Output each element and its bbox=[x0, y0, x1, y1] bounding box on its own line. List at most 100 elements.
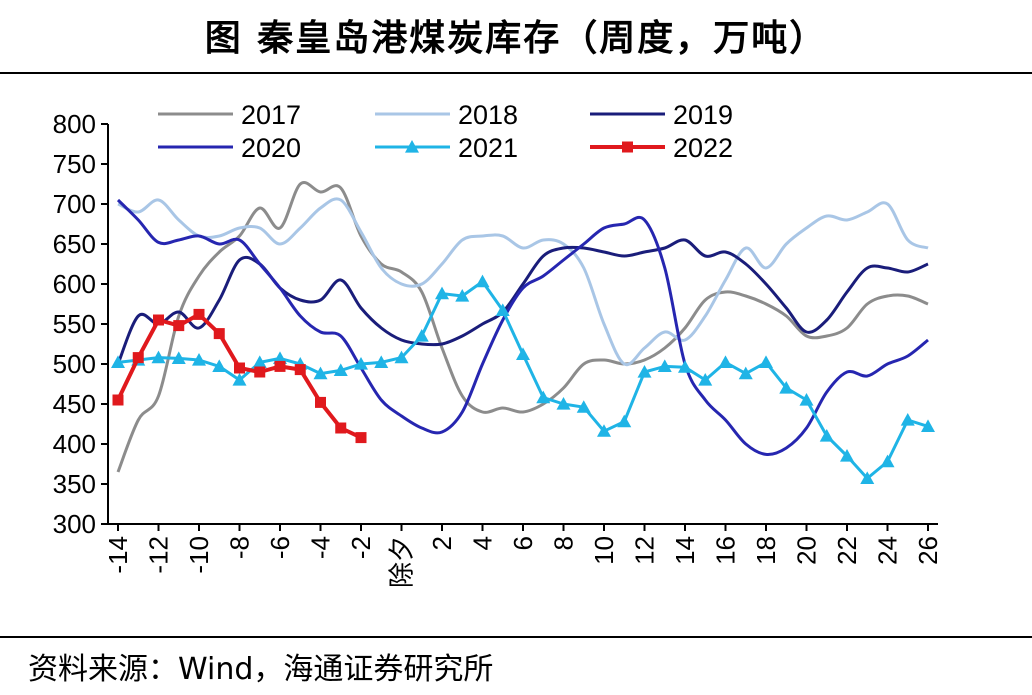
marker-2021--2 bbox=[354, 357, 368, 370]
x-tick-label-4: 4 bbox=[468, 536, 498, 550]
marker-2021-11 bbox=[617, 414, 632, 428]
legend-label-2020: 2020 bbox=[241, 133, 301, 163]
source-note: 资料来源：Wind，海通证券研究所 bbox=[28, 652, 494, 687]
y-tick-label-450: 450 bbox=[53, 389, 96, 419]
x-tick-label-24: 24 bbox=[873, 536, 903, 565]
marker-2021-0 bbox=[394, 350, 409, 364]
series-line-2018 bbox=[117, 197, 929, 367]
marker-2021-25 bbox=[900, 413, 915, 426]
x-tick-label--12: -12 bbox=[144, 536, 174, 574]
marker-2021--11 bbox=[171, 351, 186, 364]
x-tick-label-10: 10 bbox=[589, 536, 619, 565]
x-tick-label-14: 14 bbox=[670, 536, 700, 565]
y-tick-label-750: 750 bbox=[53, 149, 96, 179]
x-tick-label-除夕: 除夕 bbox=[387, 536, 417, 588]
marker-2021-7 bbox=[536, 390, 551, 404]
marker-2022--10 bbox=[193, 308, 205, 320]
marker-2021-9 bbox=[576, 400, 591, 413]
marker-2022--13 bbox=[132, 352, 144, 364]
y-tick-label-300: 300 bbox=[53, 509, 96, 539]
marker-2021-5 bbox=[495, 303, 510, 316]
x-tick-label-8: 8 bbox=[549, 536, 579, 550]
chart-title: 图 秦皇岛港煤炭库存（周度，万吨） bbox=[204, 18, 828, 59]
marker-2021--8 bbox=[232, 373, 247, 386]
x-tick-label--6: -6 bbox=[265, 536, 295, 559]
marker-2021-4 bbox=[475, 274, 490, 288]
marker-2021-17 bbox=[738, 366, 753, 380]
marker-2021--9 bbox=[212, 359, 227, 372]
y-tick-label-400: 400 bbox=[53, 429, 96, 459]
marker-2022--3 bbox=[335, 422, 347, 434]
marker-2021-6 bbox=[516, 347, 530, 360]
marker-2021-23 bbox=[860, 471, 875, 484]
marker-2022--11 bbox=[173, 320, 185, 332]
marker-2021--6 bbox=[273, 351, 287, 364]
y-tick-label-350: 350 bbox=[53, 469, 96, 499]
series-line-2019 bbox=[116, 238, 929, 365]
series-line-2020 bbox=[116, 198, 929, 457]
legend-label-2021: 2021 bbox=[458, 133, 518, 163]
marker-2021-16 bbox=[718, 355, 733, 368]
marker-2021-24 bbox=[880, 454, 895, 468]
marker-2022--8 bbox=[234, 362, 245, 374]
x-tick-label-20: 20 bbox=[792, 536, 822, 565]
legend-marker-2022 bbox=[622, 141, 633, 153]
marker-2021--3 bbox=[333, 363, 348, 376]
marker-2021--12 bbox=[151, 350, 166, 364]
marker-2021-21 bbox=[819, 429, 834, 442]
x-tick-label-18: 18 bbox=[751, 536, 781, 565]
marker-2021-3 bbox=[455, 289, 470, 302]
x-tick-label--14: -14 bbox=[103, 536, 133, 574]
x-tick-label-2: 2 bbox=[427, 536, 457, 550]
marker-2021-10 bbox=[597, 424, 611, 437]
marker-2021--1 bbox=[374, 355, 389, 368]
legend-marker-2021 bbox=[405, 140, 419, 153]
marker-2021-15 bbox=[698, 373, 713, 386]
legend-label-2019: 2019 bbox=[673, 100, 733, 130]
marker-2022--4 bbox=[315, 396, 326, 408]
marker-2021-20 bbox=[799, 393, 814, 406]
y-tick-label-800: 800 bbox=[53, 109, 96, 139]
marker-2022--7 bbox=[254, 366, 266, 378]
marker-2021-26 bbox=[921, 419, 935, 432]
y-tick-label-650: 650 bbox=[53, 229, 96, 259]
marker-2021-1 bbox=[414, 329, 429, 342]
marker-2021--7 bbox=[252, 355, 267, 368]
legend-label-2018: 2018 bbox=[458, 100, 518, 130]
x-tick-label--4: -4 bbox=[306, 536, 336, 559]
marker-2021-19 bbox=[779, 381, 794, 394]
marker-2021--10 bbox=[192, 353, 206, 366]
marker-2021--4 bbox=[313, 366, 328, 380]
x-tick-label-22: 22 bbox=[832, 536, 862, 565]
y-tick-label-550: 550 bbox=[53, 309, 96, 339]
x-tick-label--2: -2 bbox=[346, 536, 376, 559]
x-tick-label-12: 12 bbox=[630, 536, 660, 565]
marker-2021-13 bbox=[657, 359, 672, 372]
marker-2021-22 bbox=[840, 449, 854, 462]
marker-2022--9 bbox=[213, 328, 225, 340]
marker-2021-2 bbox=[435, 286, 449, 300]
marker-2022--5 bbox=[294, 364, 306, 376]
marker-2022--6 bbox=[274, 360, 286, 372]
bottom-divider bbox=[0, 636, 1032, 638]
x-tick-label-26: 26 bbox=[913, 536, 943, 565]
marker-2022--2 bbox=[355, 432, 367, 444]
marker-2022--14 bbox=[112, 394, 124, 406]
x-tick-label--8: -8 bbox=[225, 536, 255, 559]
x-tick-label-16: 16 bbox=[711, 536, 741, 565]
y-tick-label-600: 600 bbox=[53, 269, 96, 299]
marker-2021-14 bbox=[678, 360, 692, 373]
top-divider bbox=[0, 72, 1032, 74]
x-tick-label-6: 6 bbox=[508, 536, 538, 550]
series-line-2017 bbox=[116, 181, 929, 473]
marker-2021-12 bbox=[637, 365, 652, 378]
legend-label-2022: 2022 bbox=[673, 133, 733, 163]
marker-2021-18 bbox=[759, 355, 773, 368]
y-tick-label-500: 500 bbox=[53, 349, 96, 379]
marker-2022--12 bbox=[153, 314, 164, 326]
marker-2021-8 bbox=[556, 397, 571, 410]
marker-2021--14 bbox=[111, 355, 125, 368]
x-tick-label--10: -10 bbox=[184, 536, 214, 574]
y-tick-label-700: 700 bbox=[53, 189, 96, 219]
